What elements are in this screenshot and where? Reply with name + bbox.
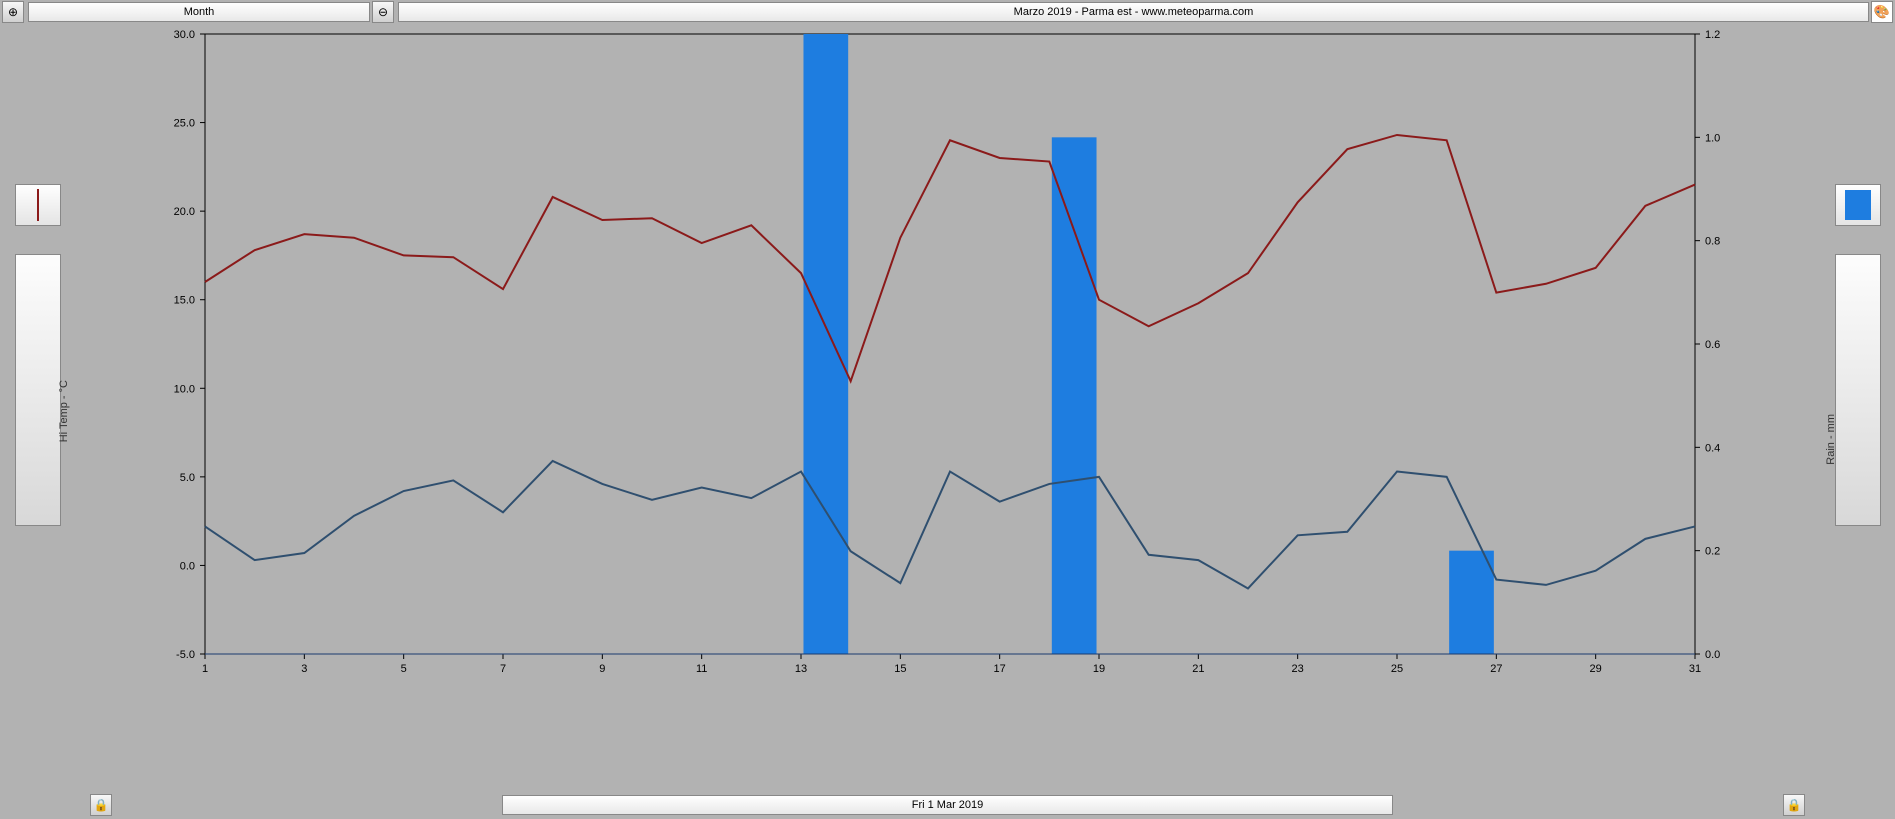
rain-bar: [1052, 137, 1097, 654]
hi-temp-line: [205, 135, 1695, 381]
rain-legend-swatch[interactable]: [1835, 184, 1881, 226]
left-scroll-stub[interactable]: [15, 254, 61, 526]
svg-text:0.8: 0.8: [1705, 236, 1720, 248]
hi-temp-legend-swatch[interactable]: [15, 184, 61, 226]
left-axis-label: Hi Temp - °C: [58, 380, 70, 442]
svg-text:19: 19: [1093, 663, 1105, 675]
rain-bar: [803, 34, 848, 654]
svg-text:17: 17: [994, 663, 1006, 675]
svg-text:15: 15: [894, 663, 906, 675]
svg-text:25: 25: [1391, 663, 1403, 675]
svg-text:5.0: 5.0: [180, 472, 195, 484]
chart-area: -5.0 0.0 5.0 10.0 15.0 20.0 25.0 30.0 0.0 0.2 0.4 0…: [75, 24, 1820, 794]
zoom-in-icon[interactable]: ⊕: [2, 1, 24, 23]
svg-text:5: 5: [401, 663, 407, 675]
svg-text:0.2: 0.2: [1705, 546, 1720, 558]
svg-text:0.0: 0.0: [180, 560, 195, 572]
zoom-out-icon[interactable]: ⊖: [372, 1, 394, 23]
svg-text:29: 29: [1590, 663, 1602, 675]
svg-text:15.0: 15.0: [174, 295, 195, 307]
svg-text:0.0: 0.0: [1705, 649, 1720, 661]
svg-text:0.6: 0.6: [1705, 339, 1720, 351]
svg-text:10.0: 10.0: [174, 383, 195, 395]
svg-text:27: 27: [1490, 663, 1502, 675]
lock-right-icon[interactable]: 🔒: [1783, 794, 1805, 816]
svg-text:13: 13: [795, 663, 807, 675]
line-swatch-icon: [37, 189, 39, 221]
svg-text:11: 11: [696, 663, 707, 675]
rain-bar: [1449, 551, 1494, 654]
bar-swatch-icon: [1845, 190, 1871, 220]
left-legend-column: Hi Temp - °C: [0, 24, 75, 794]
paint-icon[interactable]: 🎨: [1871, 1, 1893, 23]
right-axis-label: Rain - mm: [1825, 414, 1837, 465]
svg-text:30.0: 30.0: [174, 29, 195, 41]
bottom-title-field: Fri 1 Mar 2019: [502, 795, 1393, 815]
svg-text:31: 31: [1689, 663, 1701, 675]
svg-text:3: 3: [301, 663, 307, 675]
svg-text:0.4: 0.4: [1705, 442, 1720, 454]
svg-text:-5.0: -5.0: [176, 649, 195, 661]
svg-text:25.0: 25.0: [174, 118, 195, 130]
svg-text:1.2: 1.2: [1705, 29, 1720, 41]
svg-text:1.0: 1.0: [1705, 132, 1720, 144]
right-legend-column: Rain - mm: [1820, 24, 1895, 794]
svg-text:21: 21: [1192, 663, 1204, 675]
svg-text:1: 1: [202, 663, 208, 675]
lock-left-icon[interactable]: 🔒: [90, 794, 112, 816]
svg-text:7: 7: [500, 663, 506, 675]
right-scroll-stub[interactable]: [1835, 254, 1881, 526]
svg-text:20.0: 20.0: [174, 206, 195, 218]
chart-title-field: Marzo 2019 - Parma est - www.meteoparma.…: [398, 2, 1869, 22]
svg-text:9: 9: [599, 663, 605, 675]
svg-text:23: 23: [1292, 663, 1304, 675]
month-field[interactable]: Month: [28, 2, 370, 22]
